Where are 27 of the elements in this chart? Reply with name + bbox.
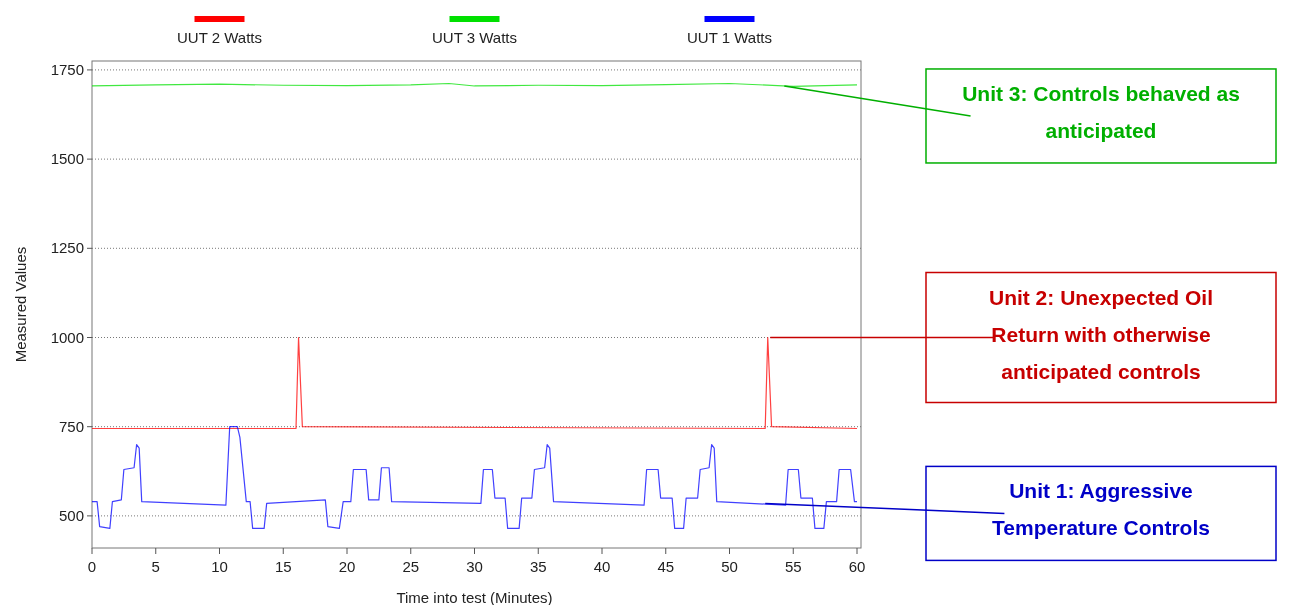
y-tick-label: 750 <box>58 417 84 435</box>
x-tick-label: 20 <box>338 558 356 575</box>
x-tick-label: 60 <box>848 558 866 575</box>
legend-label: UUT 3 Watts <box>431 29 518 46</box>
y-tick-label: 1000 <box>50 328 84 346</box>
x-tick-label: 40 <box>593 558 611 575</box>
x-tick-label: 50 <box>721 558 738 575</box>
x-tick-label: 55 <box>784 558 802 575</box>
x-tick-label: 30 <box>466 558 483 575</box>
y-tick-label: 1750 <box>50 60 84 78</box>
x-tick-label: 45 <box>657 558 675 575</box>
x-tick-label: 15 <box>274 558 292 575</box>
x-tick-label: 35 <box>529 558 547 575</box>
y-tick-label: 1250 <box>50 239 84 257</box>
x-tick-label: 5 <box>151 558 160 575</box>
annotation: Unit 3: Controls behaved as anticipated <box>962 81 1240 142</box>
x-tick-label: 10 <box>211 558 228 575</box>
annotation: Unit 1: Aggressive Temperature Controls <box>992 479 1210 540</box>
y-tick-label: 500 <box>58 506 84 524</box>
x-tick-label: 25 <box>402 558 420 575</box>
y-tick-label: 1500 <box>50 150 84 168</box>
legend-label: UUT 2 Watts <box>176 29 263 46</box>
line-series <box>92 426 858 529</box>
annotation: Unit 2: Unexpected Oil Return with otherwise anticipated controls <box>988 285 1214 383</box>
x-tick-label: 0 <box>87 558 97 575</box>
y-axis-title: Measured Values <box>12 246 29 363</box>
legend-label: UUT 1 Watts <box>686 29 773 46</box>
